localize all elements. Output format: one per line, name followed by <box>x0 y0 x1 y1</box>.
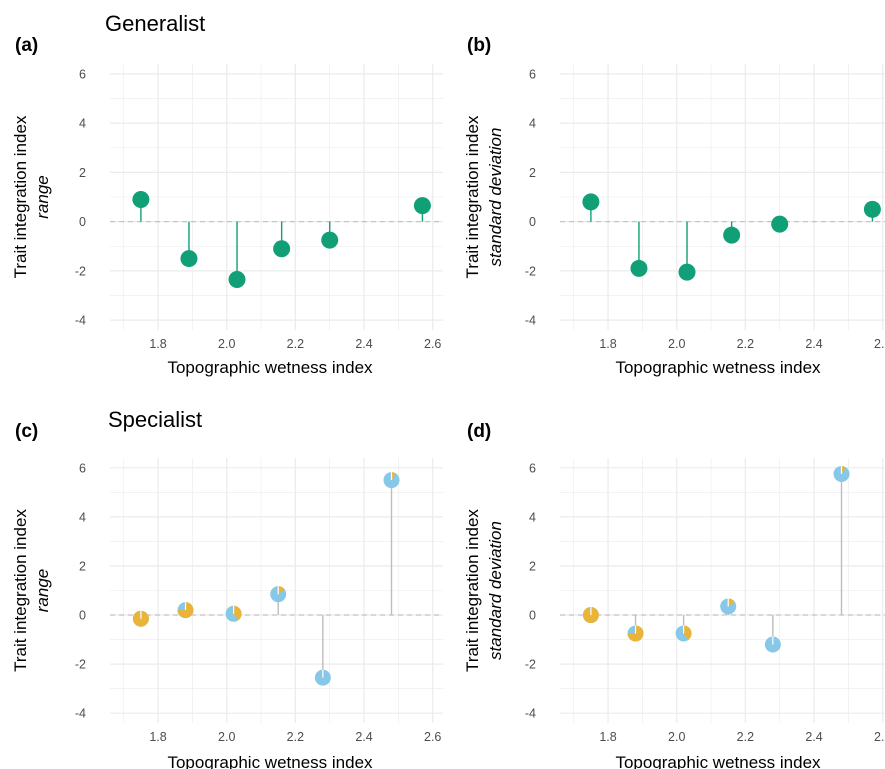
y-tick-label: 4 <box>529 510 536 524</box>
x-tick-label: 2.4 <box>805 337 822 351</box>
y-tick-label: 0 <box>529 609 536 623</box>
data-point <box>413 197 431 215</box>
y-tick-label: -4 <box>525 707 536 721</box>
x-tick-label: 2.2 <box>287 337 304 351</box>
x-tick-label: 2.6 <box>874 337 885 351</box>
x-tick-label: 2.2 <box>737 730 754 744</box>
y-tick-label: -2 <box>75 658 86 672</box>
panel-a: -4 -2 0 2 4 6 1.8 2.0 2.2 2.4 2.6 (a) Topographic we… <box>11 35 443 377</box>
x-tick-label: 1.8 <box>149 337 166 351</box>
y-tick-label: 2 <box>79 559 86 573</box>
panel-tag: (a) <box>15 35 38 56</box>
x-tick-label: 2.6 <box>424 337 441 351</box>
panel-tag: (d) <box>467 421 491 442</box>
y-tick-label: 4 <box>79 510 86 524</box>
y-tick-label: 2 <box>529 166 536 180</box>
pie-wedge <box>683 625 692 640</box>
x-tick-label: 2.4 <box>805 730 822 744</box>
y-axis-title: Trait integration index <box>11 115 30 278</box>
x-tick-label: 1.8 <box>599 337 616 351</box>
panel-b: -4 -2 0 2 4 6 1.8 2.0 2.2 2.4 2.6 (b) Topographic we… <box>463 35 885 377</box>
panel-d: -4 -2 0 2 4 6 1.8 2.0 2.2 2.4 2.6 (d) Topographic we… <box>463 421 885 769</box>
x-tick-label: 2.4 <box>355 730 372 744</box>
data-point <box>630 259 648 277</box>
x-tick-label: 2.4 <box>355 337 372 351</box>
data-point <box>132 190 150 208</box>
y-tick-label: -2 <box>525 658 536 672</box>
x-axis-title: Topographic wetness index <box>167 358 373 377</box>
pie-wedge <box>728 598 735 607</box>
panel-tag: (c) <box>15 421 38 442</box>
y-tick-label: 0 <box>529 215 536 229</box>
y-tick-label: 6 <box>529 67 536 81</box>
x-axis-title: Topographic wetness index <box>167 753 373 769</box>
x-axis-title: Topographic wetness index <box>615 358 821 377</box>
y-axis-subtitle: standard deviation <box>486 128 505 267</box>
y-tick-label: 0 <box>79 215 86 229</box>
x-tick-label: 1.8 <box>599 730 616 744</box>
y-axis-title: Trait integration index <box>11 509 30 672</box>
data-point <box>273 240 291 258</box>
x-tick-label: 2.6 <box>874 730 885 744</box>
group-title-generalist: Generalist <box>105 11 205 36</box>
pie-wedge <box>582 607 599 624</box>
x-tick-label: 2.2 <box>737 337 754 351</box>
y-tick-label: 4 <box>529 117 536 131</box>
x-tick-label: 2.0 <box>668 337 685 351</box>
y-tick-label: -4 <box>75 707 86 721</box>
y-tick-label: 2 <box>529 559 536 573</box>
y-axis-subtitle: range <box>33 175 52 218</box>
y-tick-label: 6 <box>79 67 86 81</box>
pie-wedge <box>841 465 847 474</box>
y-axis-subtitle: range <box>33 569 52 612</box>
pie-wedge <box>391 472 397 481</box>
y-axis-title: Trait integration index <box>463 115 482 278</box>
x-tick-label: 2.0 <box>218 730 235 744</box>
data-point <box>180 250 198 268</box>
data-point <box>228 271 246 289</box>
y-tick-label: 6 <box>529 461 536 475</box>
y-tick-label: 6 <box>79 461 86 475</box>
data-point <box>678 263 696 281</box>
pie-wedge <box>278 586 285 595</box>
panel-tag: (b) <box>467 35 491 56</box>
x-tick-label: 2.2 <box>287 730 304 744</box>
x-tick-label: 2.6 <box>424 730 441 744</box>
x-tick-label: 2.0 <box>668 730 685 744</box>
y-tick-label: -2 <box>75 264 86 278</box>
data-point <box>723 226 741 244</box>
pie-wedge <box>233 605 242 621</box>
y-tick-label: -4 <box>525 314 536 328</box>
y-tick-label: 0 <box>79 609 86 623</box>
y-tick-label: -4 <box>75 314 86 328</box>
y-axis-subtitle: standard deviation <box>486 521 505 660</box>
y-tick-label: -2 <box>525 264 536 278</box>
x-tick-label: 2.0 <box>218 337 235 351</box>
data-point <box>863 200 881 218</box>
data-point <box>582 193 600 211</box>
y-axis-title: Trait integration index <box>463 509 482 672</box>
data-point <box>771 215 789 233</box>
panel-c: -4 -2 0 2 4 6 1.8 2.0 2.2 2.4 2.6 (c) Topographic we… <box>11 421 443 769</box>
x-tick-label: 1.8 <box>149 730 166 744</box>
data-point <box>321 231 339 249</box>
x-axis-title: Topographic wetness index <box>615 753 821 769</box>
group-title-specialist: Specialist <box>108 407 202 432</box>
y-tick-label: 4 <box>79 117 86 131</box>
y-tick-label: 2 <box>79 166 86 180</box>
